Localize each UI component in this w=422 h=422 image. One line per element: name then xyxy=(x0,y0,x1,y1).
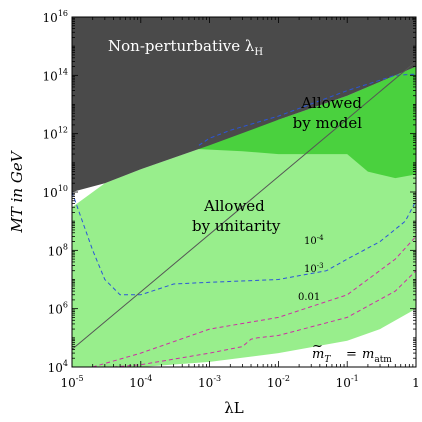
x-tick-label-5: 1 xyxy=(412,376,420,390)
matm-sub: atm xyxy=(374,355,392,365)
y-tick-label-3: 1010 xyxy=(43,184,68,200)
allowed-by-model-label-line1: Allowed xyxy=(300,94,362,112)
contour-label-1e-4-exp: -4 xyxy=(317,234,324,242)
y-axis-label: MT in GeV xyxy=(8,149,26,233)
equals-sign: = xyxy=(346,347,357,362)
x-tick-label-4: 10-1 xyxy=(336,374,359,390)
nonperturbative-label-sub: H xyxy=(254,47,263,58)
y-tick-label-5: 1014 xyxy=(43,67,68,83)
contour-label-0-01: 0.01 xyxy=(298,292,320,303)
allowed-by-unitarity-label-line2: by unitarity xyxy=(192,217,281,235)
x-axis-label: λL xyxy=(224,399,244,417)
y-tick-label-0: 104 xyxy=(48,359,68,375)
contour-label-1e-3-exp: -3 xyxy=(317,262,324,270)
nonperturbative-label: Non-perturbative λH xyxy=(108,37,263,58)
allowed-by-unitarity-label-line1: Allowed xyxy=(203,197,265,215)
mt-sub: T xyxy=(324,355,331,365)
regions-group xyxy=(72,17,416,367)
x-tick-label-1: 10-4 xyxy=(129,374,152,390)
y-tick-label-2: 108 xyxy=(48,242,68,258)
y-tick-label-6: 1016 xyxy=(43,9,68,25)
x-tick-label-0: 10-5 xyxy=(60,374,83,390)
allowed-by-model-label-line2: by model xyxy=(293,114,363,132)
x-tick-label-3: 10-2 xyxy=(267,374,290,390)
matm-label: matm xyxy=(362,347,392,365)
y-tick-label-4: 1012 xyxy=(43,126,68,142)
y-tick-label-1: 106 xyxy=(48,301,68,317)
mt-label: mT xyxy=(312,347,331,365)
x-tick-label-2: 10-3 xyxy=(198,374,221,390)
